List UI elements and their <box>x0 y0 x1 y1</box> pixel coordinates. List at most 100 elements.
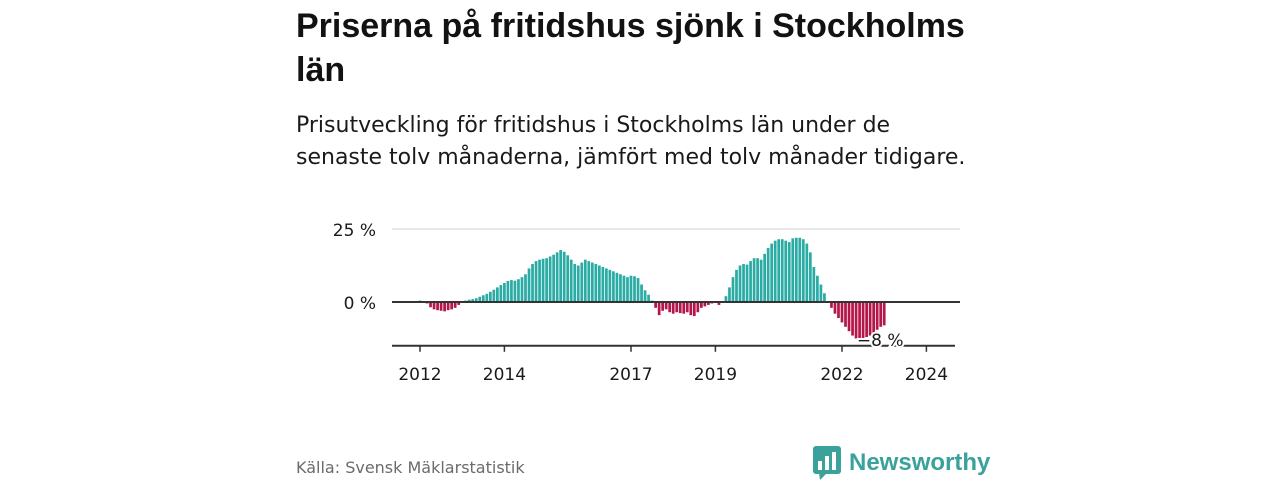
bar <box>830 302 833 308</box>
x-tick-label: 2014 <box>483 365 526 385</box>
bar <box>478 296 482 302</box>
bar <box>615 272 619 302</box>
brand-logo[interactable]: Newsworthy <box>813 446 990 480</box>
bar <box>787 242 791 302</box>
bar <box>749 261 752 302</box>
bar <box>766 247 770 302</box>
bar <box>696 302 700 313</box>
bar <box>682 302 686 314</box>
bar <box>429 302 432 308</box>
bar <box>559 250 563 302</box>
bar <box>457 302 461 305</box>
bar <box>854 302 858 339</box>
bar <box>594 264 598 302</box>
bar <box>597 265 601 302</box>
bar <box>485 293 489 302</box>
bar <box>601 266 605 302</box>
bar <box>685 302 689 313</box>
last-value-annotation: −8 % <box>857 331 904 351</box>
x-tick-label: 2012 <box>398 365 441 385</box>
bar <box>467 299 471 302</box>
bar <box>524 274 527 302</box>
chart-subtitle: Prisutveckling för fritidshus i Stockhol… <box>296 113 966 170</box>
bar <box>784 240 788 302</box>
bar <box>520 277 524 302</box>
bar <box>541 258 545 302</box>
bar <box>664 302 668 310</box>
bar <box>576 265 580 302</box>
bar <box>654 302 657 308</box>
bar <box>506 280 510 302</box>
chart-title: Priserna på fritidshus sjönk i Stockholm… <box>296 7 965 89</box>
bar <box>612 271 615 302</box>
bar <box>689 302 693 316</box>
bar <box>643 290 647 302</box>
bar <box>488 291 492 302</box>
bar <box>636 278 640 302</box>
bar <box>759 259 763 302</box>
bar <box>808 252 812 302</box>
bar <box>481 295 485 302</box>
bar <box>531 264 534 302</box>
bar <box>844 302 847 327</box>
bar-series <box>418 237 886 340</box>
bar <box>819 284 823 302</box>
bar <box>879 302 883 327</box>
bar <box>833 302 837 314</box>
bar <box>770 243 774 302</box>
bar <box>492 289 496 302</box>
bar <box>503 283 506 302</box>
bar <box>847 302 851 332</box>
y-tick-label: 25 % <box>333 221 376 241</box>
bar <box>552 254 555 302</box>
bar <box>699 302 703 308</box>
bar <box>471 299 475 302</box>
bar <box>668 302 672 313</box>
bar <box>816 275 819 302</box>
bar <box>583 259 587 302</box>
bar <box>731 277 735 302</box>
bar <box>587 261 591 302</box>
bar <box>640 284 643 302</box>
brand-name: Newsworthy <box>849 449 991 476</box>
bar <box>868 302 872 336</box>
bar <box>499 285 503 302</box>
bar <box>548 256 552 302</box>
bar <box>794 237 798 302</box>
newsworthy-logo-icon <box>813 446 841 480</box>
bar <box>717 302 721 305</box>
bar <box>629 275 633 302</box>
bar <box>605 268 608 302</box>
bar <box>633 276 636 302</box>
bar <box>773 240 777 302</box>
bar <box>446 302 450 311</box>
x-tick-label: 2017 <box>609 365 652 385</box>
y-tick-label: 0 % <box>344 294 376 314</box>
bar <box>812 266 816 302</box>
bar <box>450 302 454 310</box>
bar <box>513 280 517 302</box>
bar <box>875 302 879 330</box>
bar <box>573 264 577 302</box>
bar <box>622 275 626 302</box>
bar <box>580 262 584 302</box>
bar <box>626 277 629 302</box>
bar <box>538 259 541 302</box>
bar <box>657 302 661 316</box>
bar <box>837 302 840 319</box>
bar <box>569 259 573 302</box>
x-tick-label: 2022 <box>820 365 863 385</box>
bar <box>728 287 731 302</box>
bar <box>840 302 844 323</box>
bar <box>496 287 499 302</box>
bar <box>872 302 876 333</box>
bar <box>647 294 650 302</box>
bar <box>801 239 805 302</box>
bar <box>735 269 738 302</box>
bar <box>675 302 679 313</box>
bar <box>798 237 802 302</box>
bar <box>439 302 443 311</box>
bar <box>619 274 622 302</box>
bar <box>851 302 854 336</box>
